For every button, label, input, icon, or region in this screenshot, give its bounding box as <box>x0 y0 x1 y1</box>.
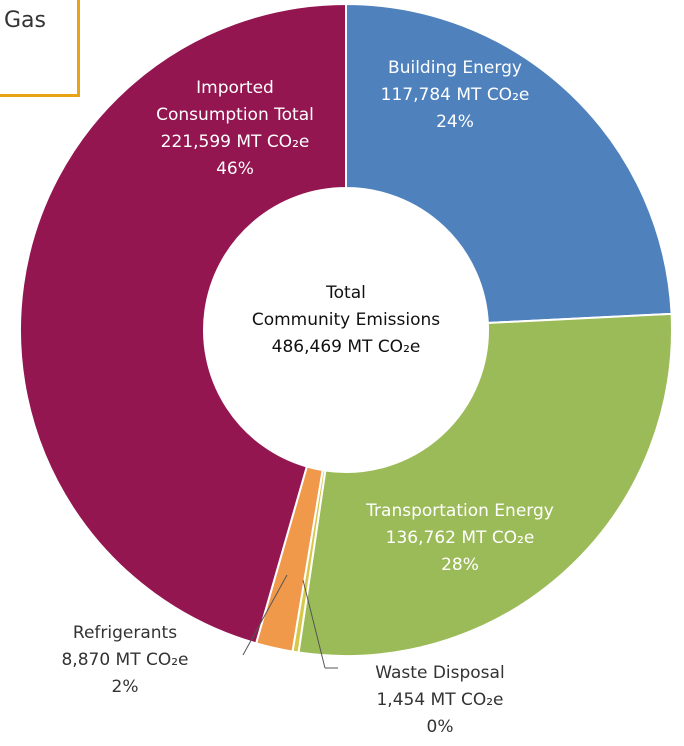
slice-label: Waste Disposal 1,454 MT CO₂e 0% <box>340 660 540 741</box>
slice-label: Imported Consumption Total 221,599 MT CO₂… <box>145 75 325 183</box>
center-label: Total Community Emissions 486,469 MT CO₂… <box>196 280 496 361</box>
slice-value: 117,784 MT CO₂e <box>380 85 530 105</box>
slice-name: Transportation Energy <box>366 501 554 521</box>
slice-value: 221,599 MT CO₂e <box>160 132 310 152</box>
slice-percent: 2% <box>111 677 139 697</box>
slice-percent: 28% <box>441 555 479 575</box>
leader-line <box>242 574 288 656</box>
slice-value: 1,454 MT CO₂e <box>376 690 504 710</box>
slice-label: Transportation Energy 136,762 MT CO₂e 28% <box>330 498 590 579</box>
slice-label: Building Energy 117,784 MT CO₂e 24% <box>345 55 565 136</box>
center-line: Total <box>326 283 366 303</box>
slice-value: 8,870 MT CO₂e <box>61 650 189 670</box>
leader-line <box>302 579 326 669</box>
center-line: Community Emissions <box>251 310 441 330</box>
slice-percent: 24% <box>436 112 474 132</box>
header-box <box>0 0 80 97</box>
slice-label: Refrigerants 8,870 MT CO₂e 2% <box>25 620 225 701</box>
slice-percent: 46% <box>216 159 254 179</box>
slice-name: Imported Consumption Total <box>156 78 314 125</box>
header-fragment: Gas <box>4 8 46 33</box>
slice-value: 136,762 MT CO₂e <box>385 528 535 548</box>
donut-hole <box>204 188 488 472</box>
slice-name: Waste Disposal <box>375 663 505 683</box>
slice-percent: 0% <box>426 717 454 737</box>
slice-name: Building Energy <box>388 58 522 78</box>
slices <box>19 2 673 657</box>
slice-name: Refrigerants <box>72 623 178 643</box>
center-total: 486,469 MT CO₂e <box>271 337 421 357</box>
